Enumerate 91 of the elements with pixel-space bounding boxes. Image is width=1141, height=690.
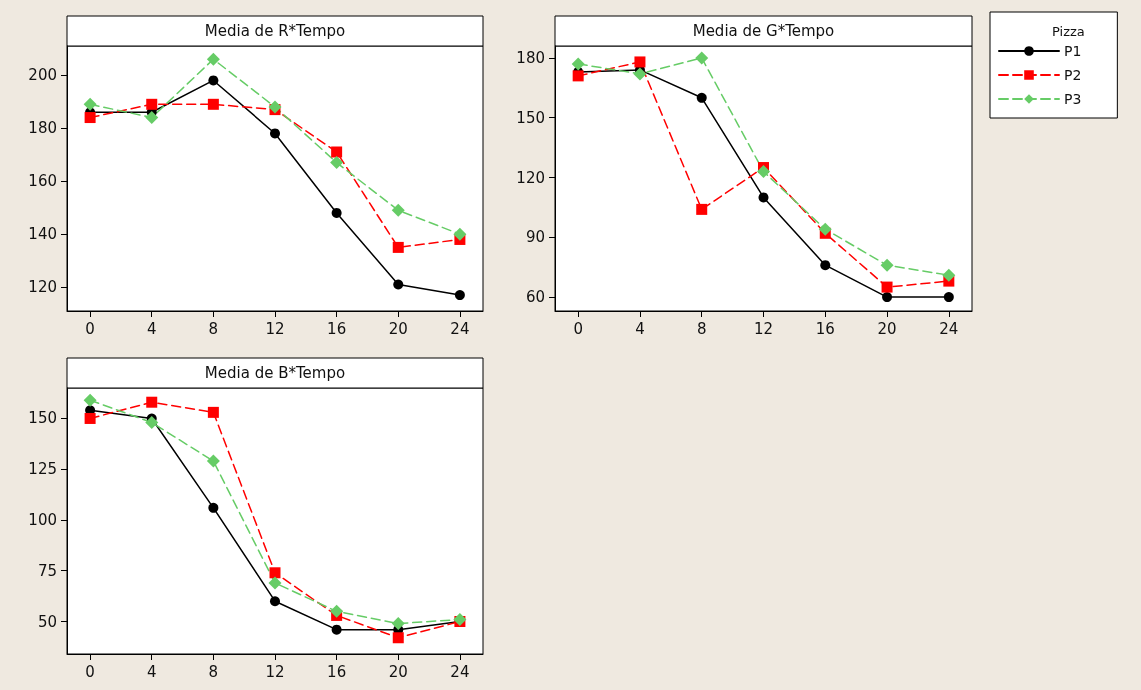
x-tick-label: 0 bbox=[85, 319, 95, 338]
point bbox=[83, 97, 97, 111]
legend-label: P3 bbox=[1064, 91, 1082, 107]
y-tick-label: 140 bbox=[28, 225, 57, 244]
x-tick-label: 8 bbox=[208, 662, 219, 681]
y-tick-label: 100 bbox=[28, 510, 57, 529]
x-tick-label: 8 bbox=[696, 319, 707, 338]
x-tick-label: 24 bbox=[939, 319, 959, 338]
point bbox=[393, 279, 404, 290]
point bbox=[84, 412, 96, 424]
y-tick-label: 180 bbox=[516, 48, 545, 67]
point bbox=[145, 416, 159, 430]
point bbox=[331, 624, 342, 635]
chart-title: Media de R*Tempo bbox=[204, 22, 346, 40]
y-tick-label: 150 bbox=[516, 108, 545, 127]
x-tick-label: 4 bbox=[146, 319, 157, 338]
point bbox=[572, 70, 584, 82]
legend-label: P2 bbox=[1064, 67, 1082, 83]
y-tick-label: 50 bbox=[37, 612, 57, 631]
x-tick-label: 20 bbox=[388, 319, 408, 338]
y-tick-label: 90 bbox=[525, 228, 545, 247]
point bbox=[330, 604, 344, 618]
x-tick-label: 0 bbox=[573, 319, 583, 338]
x-tick-label: 16 bbox=[327, 662, 347, 681]
point bbox=[757, 165, 770, 179]
y-tick-label: 75 bbox=[37, 561, 57, 580]
y-tick-label: 120 bbox=[28, 278, 57, 297]
point bbox=[453, 227, 467, 241]
point bbox=[942, 268, 956, 282]
point bbox=[270, 128, 280, 139]
x-tick-label: 20 bbox=[877, 319, 897, 338]
point bbox=[633, 67, 647, 81]
point bbox=[453, 612, 467, 626]
point bbox=[571, 57, 585, 71]
point bbox=[696, 92, 707, 103]
x-tick-label: 20 bbox=[388, 662, 408, 681]
point bbox=[392, 241, 404, 253]
point bbox=[943, 292, 954, 303]
x-tick-label: 12 bbox=[753, 319, 774, 338]
point bbox=[818, 222, 832, 236]
x-tick-label: 12 bbox=[265, 319, 285, 338]
point bbox=[331, 146, 343, 158]
legend-title: Pizza bbox=[1052, 23, 1085, 39]
point bbox=[881, 281, 893, 293]
point bbox=[146, 98, 158, 110]
y-tick-label: 60 bbox=[525, 288, 545, 307]
x-tick-label: 24 bbox=[450, 319, 470, 338]
point bbox=[270, 596, 280, 607]
point bbox=[391, 617, 405, 631]
point bbox=[84, 112, 96, 124]
x-tick-label: 8 bbox=[208, 319, 219, 338]
chart-title: Media de B*Tempo bbox=[204, 364, 346, 382]
y-tick-label: 125 bbox=[28, 460, 57, 479]
x-tick-label: 4 bbox=[146, 662, 157, 681]
chart-title: Media de G*Tempo bbox=[692, 22, 835, 40]
legend-label: P1 bbox=[1064, 43, 1082, 59]
point bbox=[391, 203, 405, 217]
point bbox=[146, 396, 158, 408]
point bbox=[145, 111, 159, 125]
point bbox=[454, 290, 465, 301]
point bbox=[820, 260, 831, 271]
point bbox=[882, 292, 893, 303]
point bbox=[206, 52, 220, 66]
y-tick-label: 200 bbox=[28, 66, 57, 85]
point bbox=[207, 98, 219, 110]
y-tick-label: 160 bbox=[28, 172, 57, 191]
x-tick-label: 4 bbox=[635, 319, 645, 338]
x-tick-label: 24 bbox=[450, 662, 470, 681]
point bbox=[268, 100, 282, 114]
point bbox=[330, 156, 344, 170]
point bbox=[758, 192, 769, 203]
point bbox=[695, 51, 709, 65]
point bbox=[634, 56, 646, 68]
y-tick-label: 150 bbox=[28, 409, 57, 428]
point bbox=[208, 75, 219, 86]
point bbox=[269, 567, 281, 579]
point bbox=[208, 502, 219, 513]
point bbox=[206, 454, 220, 468]
point bbox=[331, 207, 342, 218]
x-tick-label: 16 bbox=[327, 319, 347, 338]
y-tick-label: 180 bbox=[28, 119, 57, 138]
point bbox=[268, 576, 282, 590]
x-tick-label: 12 bbox=[265, 662, 285, 681]
point bbox=[696, 203, 708, 215]
x-tick-label: 0 bbox=[85, 662, 95, 681]
point bbox=[207, 406, 219, 418]
y-tick-label: 120 bbox=[516, 168, 545, 187]
point bbox=[83, 393, 97, 407]
point bbox=[392, 632, 404, 644]
point bbox=[880, 258, 894, 272]
x-tick-label: 16 bbox=[815, 319, 835, 338]
